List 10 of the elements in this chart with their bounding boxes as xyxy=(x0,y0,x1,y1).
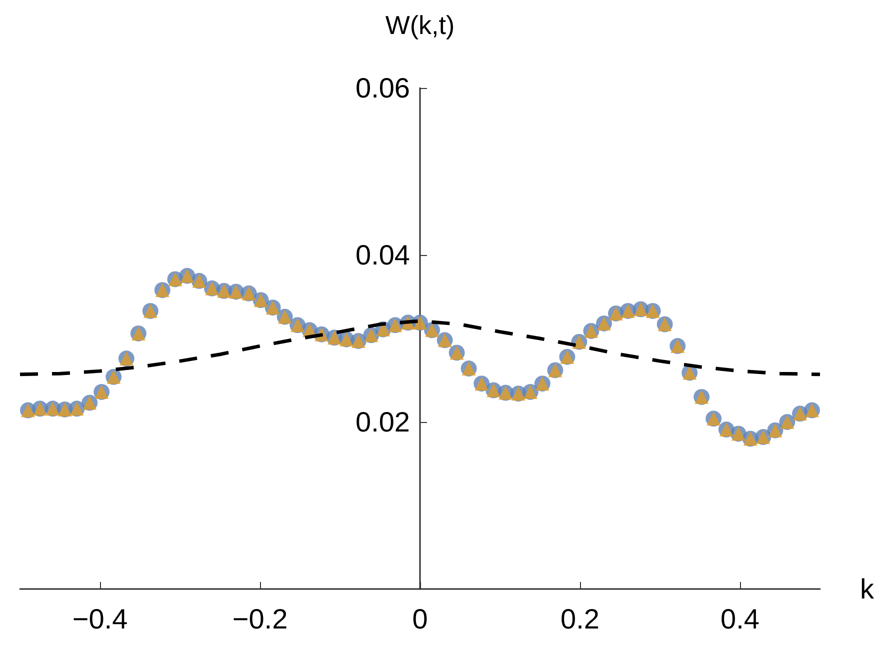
x-tick-label: 0.4 xyxy=(720,604,760,634)
x-tick-label: −0.2 xyxy=(232,604,288,634)
y-tick-label: 0.02 xyxy=(356,406,410,438)
x-tick-label: 0.2 xyxy=(560,604,600,634)
y-tick-label: 0.04 xyxy=(356,240,410,270)
x-tick-label: 0 xyxy=(412,604,428,634)
y-axis-title: W(k,t) xyxy=(385,10,455,40)
x-axis-title: k xyxy=(860,574,875,604)
x-tick-label: −0.4 xyxy=(72,604,128,634)
y-tick-label: 0.06 xyxy=(356,72,410,104)
